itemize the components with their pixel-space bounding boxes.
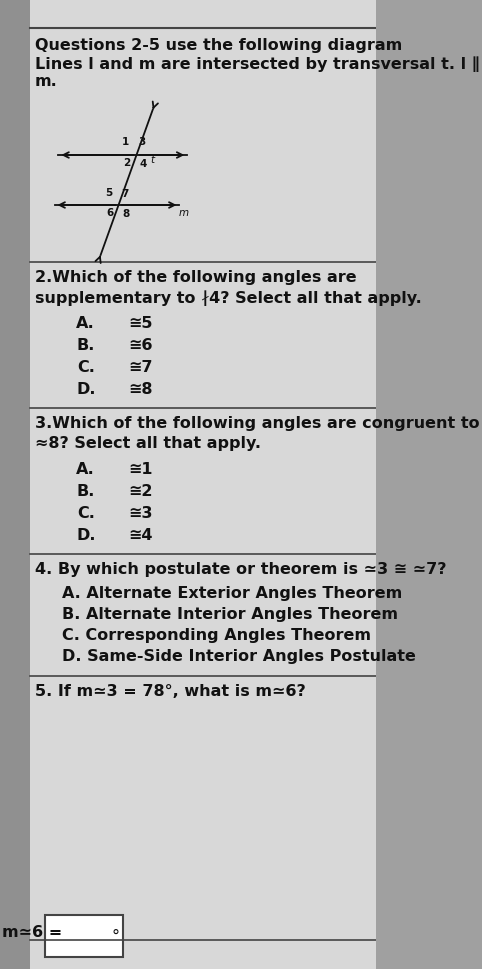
Text: Lines l and m are intersected by transversal t. l ∥: Lines l and m are intersected by transve… — [35, 56, 480, 72]
Text: °: ° — [111, 928, 120, 944]
Text: B. Alternate Interior Angles Theorem: B. Alternate Interior Angles Theorem — [62, 607, 399, 622]
Text: C.: C. — [77, 360, 95, 375]
Text: ≅8: ≅8 — [129, 382, 153, 397]
Text: A.: A. — [77, 462, 95, 477]
Text: 5. If m≃3 = 78°, what is m≃6?: 5. If m≃3 = 78°, what is m≃6? — [35, 684, 306, 699]
Text: 3.Which of the following angles are congruent to: 3.Which of the following angles are cong… — [35, 416, 480, 431]
Text: 2: 2 — [123, 158, 131, 168]
Text: 4. By which postulate or theorem is ≃3 ≅ ≃7?: 4. By which postulate or theorem is ≃3 ≅… — [35, 562, 447, 577]
Text: C. Corresponding Angles Theorem: C. Corresponding Angles Theorem — [62, 628, 372, 643]
Text: ≅1: ≅1 — [129, 462, 153, 477]
Text: Questions 2-5 use the following diagram: Questions 2-5 use the following diagram — [35, 38, 402, 53]
Text: B.: B. — [77, 484, 95, 499]
Text: B.: B. — [77, 338, 95, 353]
Text: ≅3: ≅3 — [129, 506, 153, 521]
Text: 8: 8 — [122, 209, 129, 219]
Text: 4: 4 — [139, 159, 147, 169]
Text: ≅5: ≅5 — [129, 316, 153, 331]
Text: m≃6 =: m≃6 = — [2, 925, 63, 940]
Text: 7: 7 — [121, 189, 129, 199]
Text: C.: C. — [77, 506, 95, 521]
Text: ≅4: ≅4 — [129, 528, 153, 543]
Text: m: m — [178, 208, 188, 218]
Text: A. Alternate Exterior Angles Theorem: A. Alternate Exterior Angles Theorem — [62, 586, 402, 601]
Text: D. Same-Side Interior Angles Postulate: D. Same-Side Interior Angles Postulate — [62, 649, 416, 664]
Text: 3: 3 — [138, 137, 146, 147]
Text: 6: 6 — [107, 208, 114, 218]
Text: m.: m. — [35, 74, 58, 89]
Text: D.: D. — [76, 528, 95, 543]
Text: A.: A. — [77, 316, 95, 331]
Text: t: t — [150, 155, 154, 165]
Bar — [45, 915, 123, 957]
Text: ≅6: ≅6 — [129, 338, 153, 353]
Text: 2.Which of the following angles are: 2.Which of the following angles are — [35, 270, 357, 285]
Text: 5: 5 — [105, 188, 112, 198]
Text: ≅2: ≅2 — [129, 484, 153, 499]
Text: D.: D. — [76, 382, 95, 397]
Text: 1: 1 — [122, 137, 129, 147]
Text: ≅7: ≅7 — [129, 360, 153, 375]
Text: ≈8? Select all that apply.: ≈8? Select all that apply. — [35, 436, 261, 451]
Text: supplementary to ∤4? Select all that apply.: supplementary to ∤4? Select all that app… — [35, 290, 422, 305]
Bar — [0, 0, 29, 969]
